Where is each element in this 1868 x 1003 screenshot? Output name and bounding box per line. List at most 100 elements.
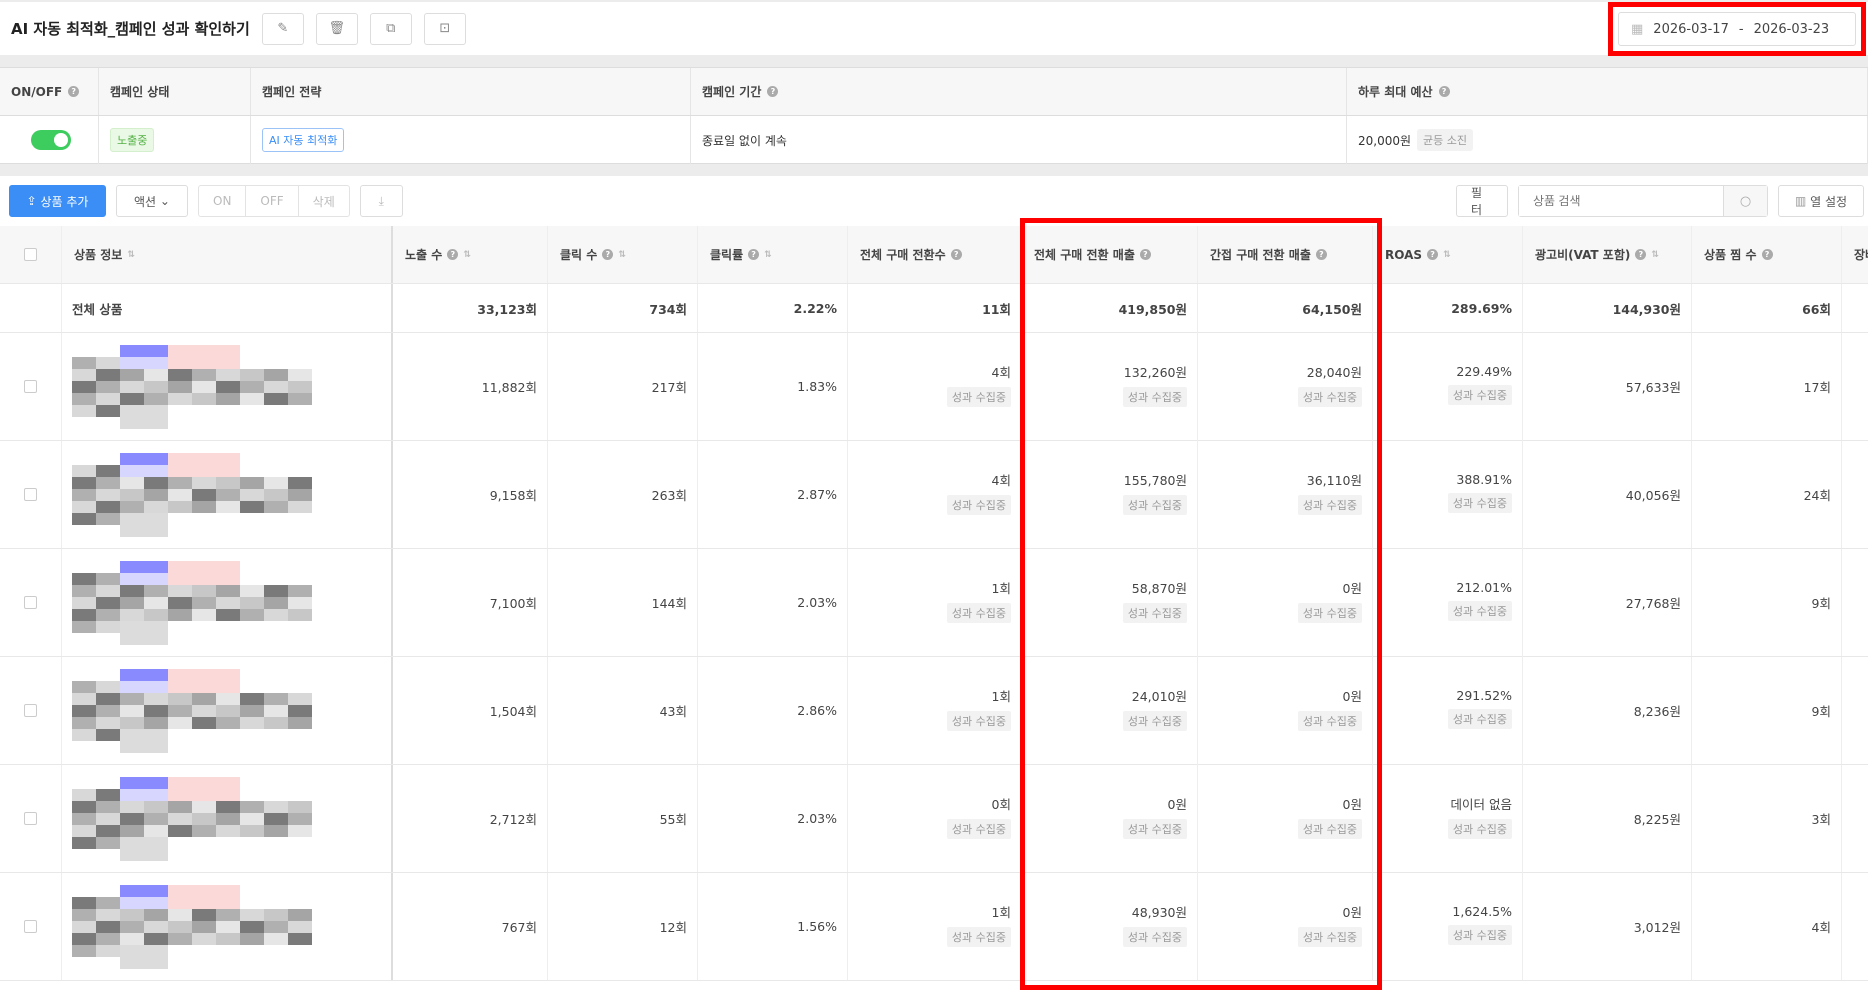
sort-icon[interactable]: ⇅ <box>1443 249 1451 260</box>
pending-badge: 성과 수집중 <box>1122 387 1187 407</box>
delete-campaign-button[interactable]: 🗑 <box>315 12 358 45</box>
metric-value: 43회 <box>659 704 687 719</box>
metric-value: 17회 <box>1803 380 1831 395</box>
metric-cell: 3,012원 <box>1523 873 1692 980</box>
delete-button[interactable]: 삭제 <box>312 194 335 209</box>
metric-value: 8,236원 <box>1633 704 1681 719</box>
copy-button[interactable]: ⧉ <box>369 12 412 45</box>
row-checkbox[interactable] <box>24 488 37 501</box>
product-table: 상품 정보 ⇅ 노출 수? ⇅ 클릭 수? ⇅ 클릭률? ⇅ 전체 구매 전환수? 전체 구매 전… <box>0 226 1868 1003</box>
action-dropdown[interactable]: 액션 ⌄ <box>116 185 188 217</box>
pending-badge: 성과 수집중 <box>1447 819 1512 839</box>
search-input[interactable] <box>1519 186 1723 216</box>
pending-badge: 성과 수집중 <box>1122 603 1187 623</box>
column-header[interactable]: 노출 수? ⇅ <box>393 226 548 283</box>
pending-badge: 성과 수집중 <box>1297 819 1362 839</box>
row-checkbox[interactable] <box>24 920 37 933</box>
column-header[interactable]: 상품 찜 수? <box>1692 226 1842 283</box>
on-button[interactable]: ON <box>199 186 247 216</box>
table-row[interactable]: 2,712회 55회 2.03% 0회 성과 수집중 0원 성과 수집중 0원 성과 수집중 데이… <box>0 761 1868 873</box>
product-info[interactable] <box>62 441 393 548</box>
metric-cell: 144회 <box>548 549 698 656</box>
info-header-onoff: ON/OFF? <box>0 68 99 115</box>
pending-badge: 성과 수집중 <box>1122 819 1187 839</box>
metric-cell: 217회 <box>548 333 698 440</box>
row-checkbox[interactable] <box>24 596 37 609</box>
campaign-period: 종료일 없이 계속 <box>691 116 1347 164</box>
column-header-label: 상품 찜 수 <box>1704 248 1757 262</box>
metric-value: 1,504회 <box>489 704 537 719</box>
column-header[interactable]: 클릭 수? ⇅ <box>548 226 698 283</box>
metric-value: 24회 <box>1803 488 1831 503</box>
metric-cell: 3회 <box>1692 765 1842 872</box>
metric-cell: 9회 <box>1692 549 1842 656</box>
metric-value: 9회 <box>1811 704 1831 719</box>
metric-cell: 40,056원 <box>1523 441 1692 548</box>
pending-badge: 성과 수집중 <box>1447 601 1512 621</box>
pending-badge: 성과 수집중 <box>1297 711 1362 731</box>
column-settings-button[interactable]: ▥ 열 설정 <box>1778 185 1864 217</box>
table-row[interactable]: 767회 12회 1.56% 1회 성과 수집중 48,930원 성과 수집중 0원 성과 수집… <box>0 869 1868 981</box>
metric-cell: 24,010원 성과 수집중 <box>1022 653 1198 764</box>
product-info[interactable] <box>62 873 393 980</box>
column-header[interactable]: 전체 구매 전환수? <box>848 226 1022 283</box>
table-row[interactable]: 9,158회 263회 2.87% 4회 성과 수집중 155,780원 성과 수집중 36,… <box>0 437 1868 549</box>
select-all-checkbox[interactable] <box>24 248 37 261</box>
sort-icon[interactable]: ⇅ <box>764 249 772 260</box>
metric-cell: 57,633원 <box>1523 333 1692 440</box>
sort-icon[interactable]: ⇅ <box>463 249 471 260</box>
column-header[interactable]: ROAS? ⇅ <box>1373 226 1523 283</box>
metric-cell: 8,225원 <box>1523 765 1692 872</box>
pending-badge: 성과 수집중 <box>1447 385 1512 405</box>
product-info[interactable] <box>62 549 393 656</box>
search-icon[interactable]: ○ <box>1723 186 1767 216</box>
total-label: 전체 상품 <box>62 284 393 332</box>
table-row[interactable]: 11,882회 217회 1.83% 4회 성과 수집중 132,260원 성과 수집중 28… <box>0 329 1868 441</box>
sort-icon[interactable]: ⇅ <box>618 249 626 260</box>
sort-icon[interactable]: ⇅ <box>1651 249 1659 260</box>
help-icon: ? <box>1635 249 1647 260</box>
metric-value: 2.87% <box>797 487 837 502</box>
metric-value: 155,780원 <box>1123 473 1187 488</box>
total-cell <box>0 284 62 332</box>
filter-button[interactable]: 필터 <box>1456 185 1508 217</box>
date-range-picker[interactable]: ▦ 2026-03-17 - 2026-03-23 <box>1618 12 1856 46</box>
column-header[interactable]: 광고비(VAT 포함)? ⇅ <box>1523 226 1692 283</box>
add-product-button[interactable]: ⇪ 상품 추가 <box>9 185 106 217</box>
metric-value: 12회 <box>659 920 687 935</box>
metric-cell: 12회 <box>548 873 698 980</box>
row-checkbox[interactable] <box>24 380 37 393</box>
row-checkbox[interactable] <box>24 704 37 717</box>
download-button[interactable]: ⤓ <box>359 185 403 217</box>
product-info[interactable] <box>62 765 393 872</box>
report-button[interactable]: ⊡ <box>423 12 466 45</box>
product-info[interactable] <box>62 657 393 764</box>
table-toolbar: ⇪ 상품 추가 액션 ⌄ ON OFF 삭제 ⤓ 필터 ○ ▥ 열 설정 <box>0 176 1868 226</box>
metric-value: 0원 <box>1342 905 1362 920</box>
column-header[interactable]: 전체 구매 전환 매출? <box>1022 226 1198 283</box>
product-info[interactable] <box>62 333 393 440</box>
table-row[interactable]: 7,100회 144회 2.03% 1회 성과 수집중 58,870원 성과 수집중 0원 성과… <box>0 545 1868 657</box>
daily-budget: 20,000원 <box>1358 133 1412 148</box>
metric-cell: 0원 성과 수집중 <box>1198 545 1373 656</box>
date-start: 2026-03-17 <box>1653 21 1729 37</box>
campaign-toggle[interactable] <box>31 130 71 150</box>
metric-cell: 58,870원 성과 수집중 <box>1022 545 1198 656</box>
metric-value: 217회 <box>651 380 687 395</box>
off-button[interactable]: OFF <box>246 186 299 216</box>
metric-value: 55회 <box>659 812 687 827</box>
column-header[interactable]: 상품 정보 ⇅ <box>62 226 393 283</box>
metric-value: 9회 <box>1811 596 1831 611</box>
metric-value: 8,225원 <box>1633 812 1681 827</box>
column-header[interactable]: 클릭률? ⇅ <box>698 226 848 283</box>
metric-cell: 24회 <box>1692 441 1842 548</box>
row-checkbox[interactable] <box>24 812 37 825</box>
column-header[interactable]: 간접 구매 전환 매출? <box>1198 226 1373 283</box>
table-row[interactable]: 1,504회 43회 2.86% 1회 성과 수집중 24,010원 성과 수집중 0원 성과 … <box>0 653 1868 765</box>
edit-button[interactable]: ✎ <box>261 12 304 45</box>
sort-icon[interactable]: ⇅ <box>127 249 135 260</box>
column-header[interactable]: 장바 <box>1842 226 1868 283</box>
chevron-down-icon: ⌄ <box>156 194 170 208</box>
date-separator: - <box>1738 21 1744 37</box>
row-checkbox-cell <box>0 873 62 980</box>
